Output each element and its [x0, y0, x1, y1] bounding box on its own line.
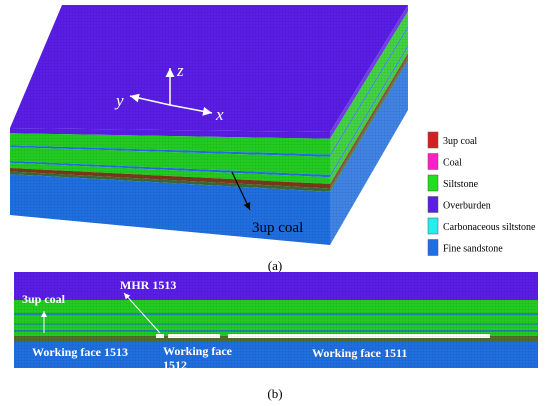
- legend-swatch: [427, 174, 439, 192]
- annotation: 3up coal: [252, 220, 303, 236]
- axis-x: x: [215, 105, 224, 124]
- mhr-label: MHR 1513: [120, 278, 176, 292]
- legend-label: 3up coal: [443, 136, 477, 147]
- caption-b: (b): [267, 386, 282, 401]
- annotation-arrow: [231, 171, 251, 211]
- axes-icon: [129, 68, 213, 116]
- legend-label: Carbonaceous siltstone: [443, 222, 536, 233]
- caption-a: (a): [268, 258, 282, 273]
- coal-label: 3up coal: [22, 292, 66, 306]
- mesh: [10, 5, 408, 245]
- legend-label: Coal: [443, 158, 462, 169]
- legend-swatch: [427, 153, 439, 170]
- legend-label: Fine sandstone: [443, 244, 503, 255]
- legend-label: Overburden: [443, 201, 491, 212]
- face-1511: Working face 1511: [312, 346, 407, 360]
- face-1513: Working face 1513: [32, 345, 128, 359]
- section-b: [14, 272, 538, 368]
- face-1512-line1: Working face: [163, 344, 233, 358]
- legend-swatch: [427, 196, 439, 213]
- axis-z: z: [176, 61, 184, 80]
- axis-y: y: [114, 91, 124, 110]
- model-block: [10, 5, 408, 246]
- legend-label: Siltstone: [443, 179, 479, 190]
- legend: 3up coal Coal Siltstone Overburden Carbonace…: [427, 131, 536, 256]
- legend-swatch: [427, 217, 439, 235]
- legend-swatch: [427, 239, 439, 256]
- face-1512-line2: 1512: [163, 358, 187, 372]
- legend-swatch: [427, 131, 439, 149]
